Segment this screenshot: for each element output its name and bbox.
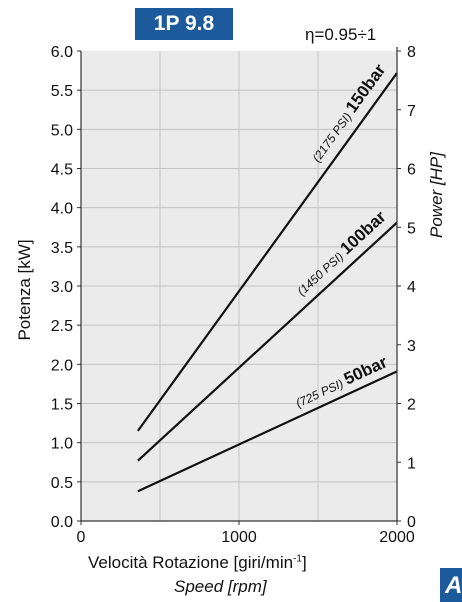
y-left-tick-label: 4.0 xyxy=(51,201,73,218)
y-right-tick-label: 0 xyxy=(407,514,416,531)
efficiency-label: η=0.95÷1 xyxy=(305,25,377,44)
y-right-tick-label: 3 xyxy=(407,338,416,355)
y-axis-right-label: Power [HP] xyxy=(427,151,446,238)
x-tick-label: 1000 xyxy=(221,529,257,546)
y-axis-left-label: Potenza [kW] xyxy=(15,239,34,340)
y-left-tick-label: 0.5 xyxy=(51,475,73,492)
y-left-tick-label: 1.5 xyxy=(51,397,73,414)
y-left-tick-label: 2.0 xyxy=(51,357,73,374)
y-right-tick-label: 1 xyxy=(407,455,416,472)
corner-logo: A xyxy=(440,568,462,602)
x-axis-label-en: Speed [rpm] xyxy=(174,577,267,596)
y-right-tick-label: 4 xyxy=(407,279,416,296)
y-left-tick-label: 6.0 xyxy=(51,44,73,61)
series-line-150bar xyxy=(136,72,398,432)
y-right-tick-label: 6 xyxy=(407,162,416,179)
x-axis-label-it: Velocità Rotazione [giri/min-1] xyxy=(88,553,307,572)
x-tick-label: 0 xyxy=(77,529,86,546)
series-line-50bar xyxy=(137,370,398,493)
y-left-tick-label: 0.0 xyxy=(51,514,73,531)
y-left-tick-label: 5.5 xyxy=(51,83,73,100)
series-line-100bar xyxy=(137,221,398,462)
x-tick-label: 2000 xyxy=(379,529,415,546)
model-badge: 1P 9.8 xyxy=(135,8,233,40)
y-left-tick-label: 4.5 xyxy=(51,162,73,179)
y-left-tick-label: 2.5 xyxy=(51,318,73,335)
y-left-tick-label: 1.0 xyxy=(51,436,73,453)
y-left-tick-label: 3.0 xyxy=(51,279,73,296)
y-right-tick-label: 2 xyxy=(407,397,416,414)
y-left-tick-label: 5.0 xyxy=(51,122,73,139)
y-right-tick-label: 7 xyxy=(407,103,416,120)
y-right-tick-label: 8 xyxy=(407,44,416,61)
y-right-tick-label: 5 xyxy=(407,220,416,237)
corner-logo-letter: A xyxy=(445,572,462,599)
y-left-tick-label: 3.5 xyxy=(51,240,73,257)
